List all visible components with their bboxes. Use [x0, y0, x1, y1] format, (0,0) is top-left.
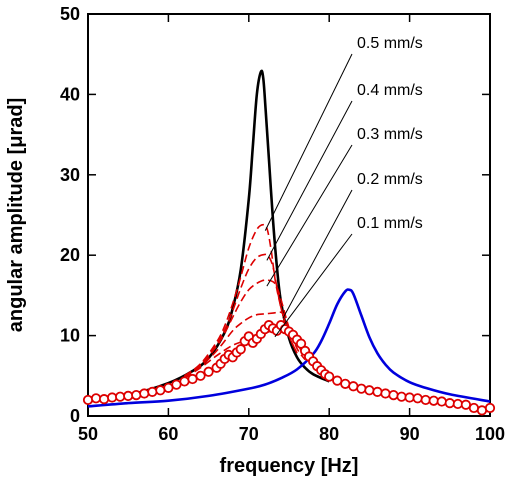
measured-point — [123, 390, 134, 401]
measured-point — [107, 392, 118, 403]
measured-point — [139, 388, 150, 399]
measured-point — [90, 393, 102, 404]
measured-point — [147, 386, 158, 397]
measured-point — [163, 382, 174, 393]
leader-line — [282, 189, 353, 319]
measured-point — [412, 393, 423, 404]
y-tick-label: 10 — [60, 326, 80, 346]
leader-line — [266, 100, 353, 261]
black-resonance-curve — [87, 69, 330, 403]
annotation-label: 0.5 mm/s — [357, 35, 423, 52]
measured-point — [460, 399, 471, 410]
measured-point — [324, 371, 335, 382]
measured-point — [356, 383, 367, 394]
measured-point — [332, 375, 343, 386]
measured-point — [388, 389, 399, 401]
measured-point — [235, 344, 246, 355]
annotation-label: 0.4 mm/s — [357, 82, 423, 99]
blue-resonance-curve — [87, 288, 491, 408]
measured-point — [203, 366, 214, 377]
measured-point — [468, 402, 480, 414]
x-tick-label: 60 — [158, 424, 178, 444]
annotation-label: 0.2 mm/s — [357, 171, 423, 188]
measured-point — [380, 388, 391, 399]
y-tick-label: 40 — [60, 84, 80, 104]
measured-point — [420, 394, 431, 406]
y-axis-title: angular amplitude [μrad] — [5, 98, 27, 332]
y-tick-label: 0 — [70, 406, 80, 426]
x-tick-label: 70 — [239, 424, 259, 444]
plot-area-frame — [87, 13, 491, 417]
measured-point — [428, 395, 439, 406]
dashed-curve-1 — [184, 329, 314, 379]
y-tick-label: 30 — [60, 165, 80, 185]
measured-point — [364, 385, 375, 396]
annotation-label: 0.1 mm/s — [357, 215, 423, 232]
measured-point — [187, 373, 198, 385]
dashed-curve-4 — [184, 253, 298, 378]
measured-point — [452, 398, 463, 410]
annotation-group: 0.5 mm/s 0.4 mm/s 0.3 mm/s 0.2 mm/s 0.1 mm/s — [264, 35, 423, 338]
measured-point — [195, 370, 206, 381]
measured-point — [98, 394, 110, 405]
measured-point — [444, 398, 455, 409]
measured-point — [476, 405, 488, 416]
measured-point — [396, 391, 407, 402]
measured-point — [115, 391, 126, 402]
leader-line — [266, 144, 353, 287]
x-tick-label: 50 — [78, 424, 98, 444]
measured-point — [436, 396, 447, 407]
axis-ticks: 50 60 70 80 90 100 0 10 20 30 40 50 — [60, 4, 505, 444]
annotation-label: 0.3 mm/s — [357, 126, 423, 143]
dashed-curve-3 — [184, 279, 306, 378]
y-tick-label: 50 — [60, 4, 80, 24]
measured-point — [179, 376, 190, 387]
data-series — [82, 69, 496, 416]
leader-line — [274, 233, 353, 338]
measured-point — [484, 402, 496, 414]
measured-point — [348, 381, 359, 392]
x-axis-title: frequency [Hz] — [220, 455, 359, 477]
x-tick-label: 100 — [475, 424, 505, 444]
measured-point — [155, 385, 166, 396]
measured-point — [404, 392, 415, 403]
dashed-curve-5 — [184, 223, 298, 377]
measured-point — [131, 389, 142, 401]
x-tick-label: 90 — [400, 424, 420, 444]
x-tick-label: 80 — [319, 424, 339, 444]
measured-point — [82, 394, 94, 406]
measured-point — [171, 379, 182, 390]
y-tick-label: 20 — [60, 245, 80, 265]
leader-line — [264, 53, 353, 231]
measured-point — [372, 386, 383, 397]
measured-point — [340, 378, 351, 389]
